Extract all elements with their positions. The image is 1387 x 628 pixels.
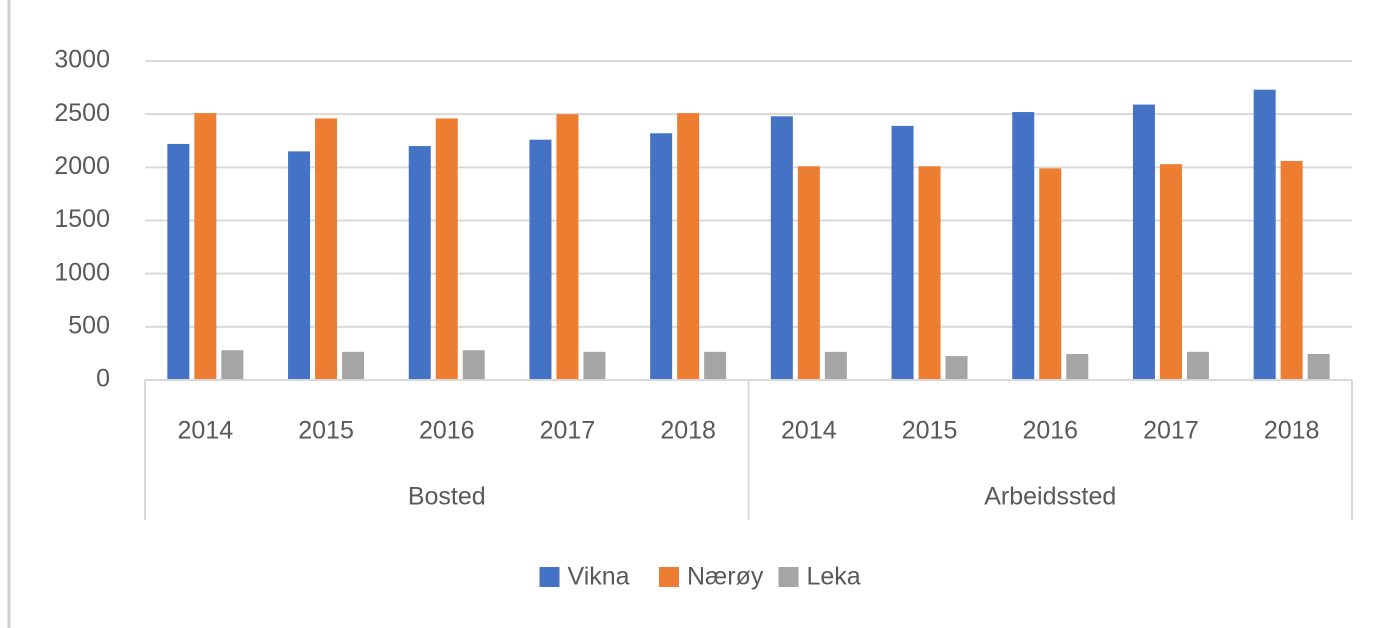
bar	[797, 166, 820, 380]
legend-label: Nærøy	[687, 563, 764, 591]
y-tick-label: 3000	[54, 46, 110, 74]
bar	[704, 351, 727, 380]
bar	[583, 351, 606, 380]
x-tick-label: 2018	[1264, 417, 1320, 445]
x-tick-label: 2018	[660, 417, 716, 445]
y-tick-label: 2500	[54, 99, 110, 127]
y-tick-label: 1500	[54, 205, 110, 233]
bar	[342, 351, 365, 380]
y-tick-label: 2000	[54, 152, 110, 180]
bar	[1132, 104, 1155, 380]
y-tick-label: 1000	[54, 258, 110, 286]
x-tick-label: 2016	[1022, 417, 1078, 445]
legend-swatch	[659, 567, 679, 587]
bar	[1066, 353, 1089, 380]
bar	[918, 166, 941, 380]
bar	[435, 118, 458, 381]
bar	[408, 146, 431, 380]
bar	[1186, 351, 1209, 380]
y-tick-label: 0	[96, 365, 110, 393]
legend-label: Vikna	[568, 563, 630, 591]
bar	[1159, 164, 1182, 380]
bar	[1039, 168, 1062, 380]
bar	[770, 116, 793, 380]
bar	[1307, 353, 1330, 380]
bar	[1012, 112, 1035, 380]
bar	[1253, 89, 1276, 381]
legend-swatch	[539, 567, 560, 587]
group-label: Bosted	[408, 483, 486, 511]
x-tick-label: 2015	[902, 417, 958, 445]
x-tick-label: 2017	[540, 417, 596, 445]
legend-label: Leka	[807, 563, 861, 591]
bar	[677, 113, 700, 380]
x-tick-label: 2015	[298, 417, 354, 445]
bar	[194, 113, 217, 380]
bar	[529, 139, 552, 380]
x-tick-label: 2014	[178, 417, 234, 445]
legend-swatch	[778, 567, 799, 587]
bar	[556, 114, 579, 381]
bar	[650, 133, 673, 380]
bar	[288, 151, 311, 380]
bar	[462, 350, 485, 380]
bar	[1280, 160, 1303, 380]
x-tick-label: 2014	[781, 417, 837, 445]
bar	[315, 118, 338, 381]
bar	[891, 125, 914, 380]
y-tick-label: 500	[68, 311, 110, 339]
bar	[167, 143, 190, 380]
x-tick-label: 2017	[1143, 417, 1199, 445]
x-tick-label: 2016	[419, 417, 475, 445]
bar	[221, 350, 244, 380]
bar	[945, 356, 968, 380]
bar	[824, 351, 847, 380]
group-label: Arbeidssted	[984, 483, 1116, 511]
